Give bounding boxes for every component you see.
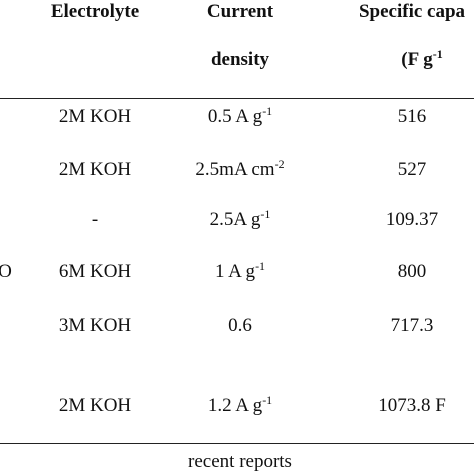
cell-superscript: -1: [262, 393, 273, 407]
table-cell: 2.5A g-1: [209, 207, 271, 231]
table-cell: 0.5 A g-1: [207, 104, 273, 128]
cell-text: 516: [397, 106, 427, 127]
cell-text: 2M KOH: [58, 106, 132, 127]
cell-text: 527: [397, 159, 427, 180]
table-cell: 6M KOH: [59, 261, 131, 283]
table-cell: 2M KOH: [59, 395, 131, 417]
table-cell: 2M KOH: [59, 159, 131, 181]
table-cell: 1 A g-1: [214, 259, 266, 283]
cell-text: 6M KOH: [58, 261, 132, 282]
table-rule: [0, 98, 474, 99]
table-cell: 717.3: [391, 315, 434, 337]
cell-text: 2M KOH: [58, 159, 132, 180]
table-caption: recent reports: [188, 451, 292, 472]
table-cell: Electrolyte: [51, 1, 139, 23]
cell-text: 1073.8 F: [378, 395, 446, 416]
cell-superscript: -1: [262, 104, 273, 118]
table-cell: 109.37: [386, 209, 438, 231]
table-cell: (F g-1: [401, 47, 443, 71]
cell-superscript: -1: [260, 207, 271, 221]
cell-text: 717.3: [390, 315, 434, 336]
table-cell: 2M KOH: [59, 106, 131, 128]
cell-text: Specific capa: [358, 1, 466, 22]
table-cell: Current: [207, 1, 273, 23]
row-lead: O: [0, 261, 12, 282]
cell-superscript: -2: [274, 157, 285, 171]
table-cell: 1073.8 F: [378, 395, 446, 417]
cell-text: 3M KOH: [58, 315, 132, 336]
cell-text: 0.6: [228, 315, 252, 336]
cell-text: 1 A g: [214, 261, 256, 282]
cell-text: 2.5A g: [209, 209, 261, 230]
table-cell: 0.6: [228, 315, 252, 337]
cell-text: -: [91, 209, 99, 230]
cell-text: Current: [206, 1, 274, 22]
table-cell: 3M KOH: [59, 315, 131, 337]
table-cell: 2.5mA cm-2: [195, 157, 285, 181]
table-cell: 516: [398, 106, 427, 128]
cell-text: Electrolyte: [50, 1, 140, 22]
cell-text: (F g: [401, 49, 433, 70]
table-cell: Specific capa: [359, 1, 465, 23]
table-cell: -: [92, 209, 98, 231]
table-cell: 527: [398, 159, 427, 181]
cell-text: 0.5 A g: [207, 106, 263, 127]
cell-text: density: [210, 49, 270, 70]
cell-text: 2.5mA cm: [195, 159, 275, 180]
table-cell: 1.2 A g-1: [207, 393, 273, 417]
table-cell: 800: [398, 261, 427, 283]
cell-text: 2M KOH: [58, 395, 132, 416]
table-rule: [0, 443, 474, 444]
table-cell: density: [211, 49, 269, 71]
cell-text: 800: [397, 261, 427, 282]
cell-text: 1.2 A g: [207, 395, 263, 416]
cell-superscript: -1: [432, 47, 443, 61]
cell-superscript: -1: [255, 259, 266, 273]
cell-text: 109.37: [385, 209, 439, 230]
